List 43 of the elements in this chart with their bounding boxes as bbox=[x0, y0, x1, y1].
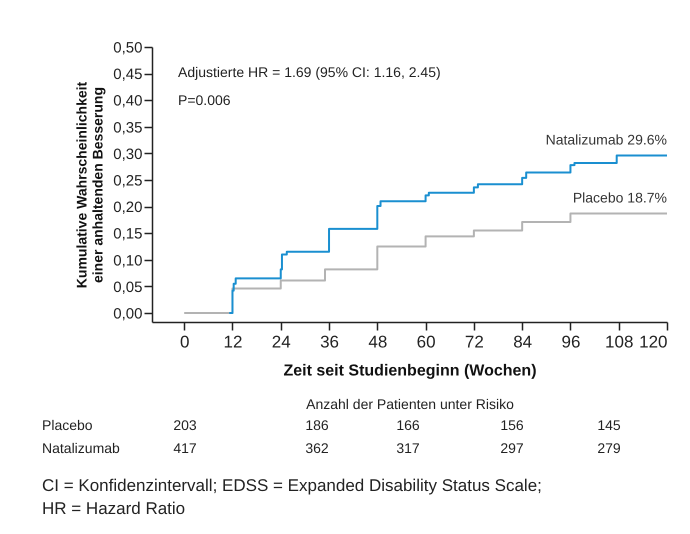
x-tick-label: 48 bbox=[368, 332, 388, 352]
x-axis-title: Zeit seit Studienbeginn (Wochen) bbox=[283, 362, 537, 380]
y-tick-label: 0,35 bbox=[113, 119, 142, 136]
annotation: P=0.006 bbox=[178, 92, 231, 108]
y-tick-label: 0,20 bbox=[113, 199, 142, 216]
y-axis-title: Kumulative Wahrscheinlichkeit einer anhaltenden Besserung bbox=[73, 81, 106, 288]
y-tick-label: 0,30 bbox=[113, 146, 142, 163]
x-tick-label: 12 bbox=[224, 332, 242, 352]
text: CI = Konfidenzintervall; EDSS = Expanded Disability Status Scale; bbox=[42, 476, 542, 496]
text: Placebo bbox=[42, 417, 93, 433]
text: 156 bbox=[500, 417, 524, 433]
y-tick-label: 0,15 bbox=[113, 226, 142, 243]
x-tick-label: 108 bbox=[605, 332, 634, 352]
y-tick-label: 0,10 bbox=[113, 252, 142, 270]
text: 186 bbox=[305, 417, 329, 433]
y-tick-label: 0,00 bbox=[113, 305, 142, 322]
text: 362 bbox=[305, 440, 329, 456]
y-tick-label: 0,50 bbox=[113, 40, 142, 56]
x-tick-label: 120 bbox=[639, 332, 668, 352]
text: Natalizumab bbox=[42, 440, 120, 456]
text: 203 bbox=[173, 417, 197, 433]
text: 279 bbox=[597, 440, 621, 456]
text: 297 bbox=[500, 440, 524, 456]
text: Anzahl der Patienten unter Risiko bbox=[306, 396, 514, 412]
x-tick-label: 0 bbox=[180, 332, 190, 352]
x-tick-label: 60 bbox=[416, 332, 436, 352]
text: 417 bbox=[173, 440, 197, 456]
y-tick-label: 0,40 bbox=[113, 92, 142, 110]
text: 145 bbox=[597, 417, 621, 433]
y-tick-label: 0,45 bbox=[113, 66, 142, 84]
text: HR = Hazard Ratio bbox=[42, 499, 186, 519]
y-tick-label: 0,25 bbox=[113, 172, 142, 190]
x-tick-label: 36 bbox=[320, 332, 339, 352]
text: 317 bbox=[396, 440, 420, 456]
x-tick-label: 72 bbox=[464, 332, 484, 352]
x-tick-label: 84 bbox=[513, 332, 532, 352]
y-tick-label: 0,05 bbox=[113, 278, 142, 296]
text: 166 bbox=[396, 417, 420, 433]
annotation: Adjustierte HR = 1.69 (95% CI: 1.16, 2.45) bbox=[178, 64, 441, 80]
x-tick-label: 96 bbox=[561, 332, 580, 352]
x-tick-label: 24 bbox=[272, 332, 291, 352]
annotation: Natalizumab 29.6% bbox=[546, 132, 667, 148]
annotation: Placebo 18.7% bbox=[572, 189, 667, 206]
